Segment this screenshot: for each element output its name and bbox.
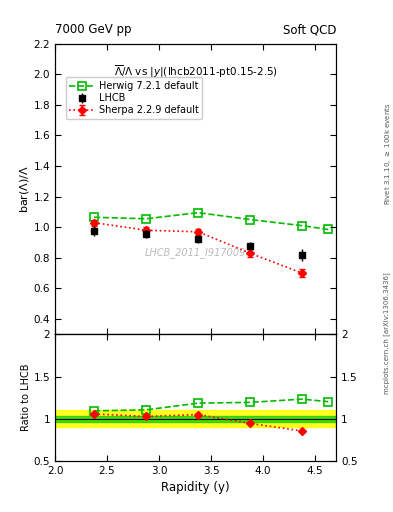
- Herwig 7.2.1 default: [300, 223, 305, 229]
- Herwig 7.2.1 default: [326, 226, 331, 232]
- Bar: [55, 410, 336, 427]
- Text: $\overline{\Lambda}/\Lambda$ vs $|y|$(lhcb2011-pt0.15-2.5): $\overline{\Lambda}/\Lambda$ vs $|y|$(lh…: [114, 64, 277, 80]
- Legend: Herwig 7.2.1 default, LHCB, Sherpa 2.2.9 default: Herwig 7.2.1 default, LHCB, Sherpa 2.2.9…: [66, 77, 202, 119]
- Text: mcplots.cern.ch [arXiv:1306.3436]: mcplots.cern.ch [arXiv:1306.3436]: [383, 272, 390, 394]
- Line: Herwig 7.2.1 default: Herwig 7.2.1 default: [90, 208, 332, 233]
- Text: 7000 GeV pp: 7000 GeV pp: [55, 23, 132, 36]
- Herwig 7.2.1 default: [248, 217, 253, 223]
- Herwig 7.2.1 default: [92, 214, 96, 220]
- Text: LHCB_2011_I917009: LHCB_2011_I917009: [145, 247, 246, 259]
- X-axis label: Rapidity (y): Rapidity (y): [161, 481, 230, 494]
- Herwig 7.2.1 default: [196, 209, 200, 216]
- Bar: [55, 416, 336, 421]
- Y-axis label: bar($\Lambda$)/$\Lambda$: bar($\Lambda$)/$\Lambda$: [18, 165, 31, 213]
- Text: Soft QCD: Soft QCD: [283, 23, 336, 36]
- Y-axis label: Ratio to LHCB: Ratio to LHCB: [21, 364, 31, 431]
- Herwig 7.2.1 default: [144, 216, 149, 222]
- Text: Rivet 3.1.10, $\geq$ 100k events: Rivet 3.1.10, $\geq$ 100k events: [383, 102, 393, 205]
